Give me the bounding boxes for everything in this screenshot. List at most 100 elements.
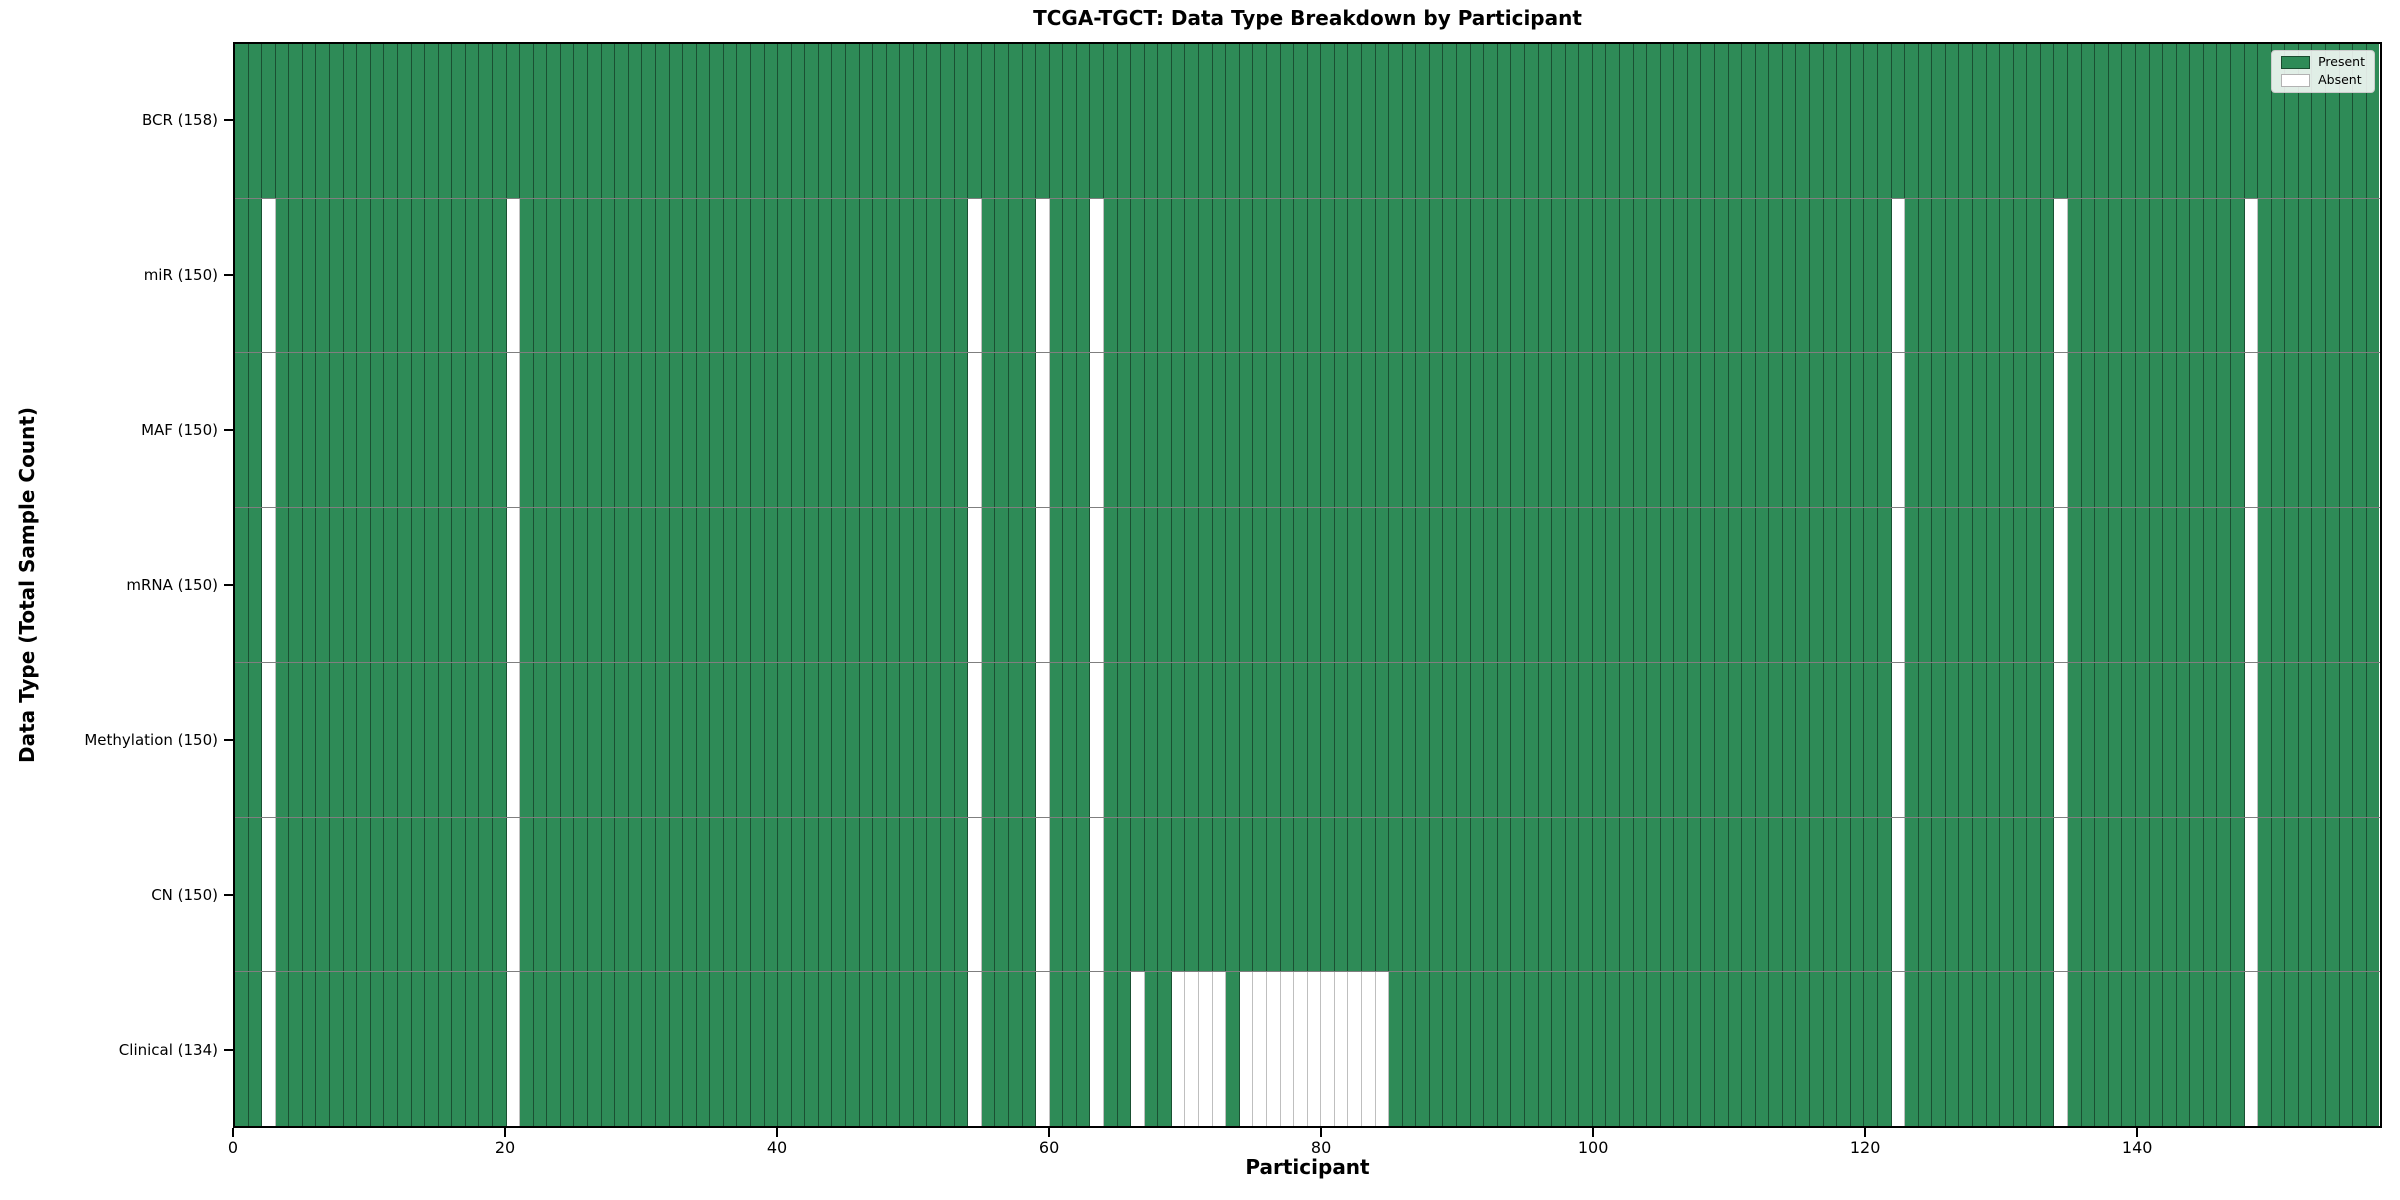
matrix-cell [1674,817,1688,972]
matrix-cell [1185,198,1200,353]
matrix-cell [710,198,724,353]
matrix-cell [1443,353,1458,508]
matrix-cell [1674,662,1688,817]
matrix-cell [805,972,819,1127]
y-tick-mark [224,273,233,276]
matrix-cell [941,817,955,972]
matrix-cell [1511,44,1525,198]
matrix-cell [1524,508,1539,662]
matrix-cell [1416,662,1430,817]
matrix-cell [1891,353,1906,508]
matrix-cell [1239,972,1254,1127]
matrix-cell [330,817,344,972]
matrix-cell [1864,508,1878,662]
matrix-cell [1334,817,1349,972]
matrix-cell [846,817,860,972]
matrix-cell [465,44,480,198]
matrix-cell [2312,198,2327,353]
matrix-cell [2122,662,2136,817]
matrix-cell [2135,662,2150,817]
matrix-cell [1266,353,1281,508]
matrix-cell [1144,817,1159,972]
matrix-cell [1715,353,1729,508]
matrix-cell [1877,972,1892,1127]
matrix-cell [1484,198,1498,353]
matrix-cell [2326,972,2340,1127]
matrix-cell [1266,662,1281,817]
matrix-cell [1810,44,1824,198]
matrix-cell [615,662,629,817]
matrix-cell [1144,972,1159,1127]
matrix-cell [1239,44,1254,198]
matrix-cell [1552,44,1566,198]
matrix-cell [764,972,779,1127]
matrix-cell [1104,972,1118,1127]
matrix-cell [1850,662,1865,817]
matrix-cell [2230,817,2245,972]
x-tick-mark [1592,1128,1595,1137]
matrix-cell [2190,662,2204,817]
matrix-cell [1036,198,1050,353]
matrix-cell [1090,662,1104,817]
matrix-cell [2095,198,2109,353]
matrix-cell [574,972,589,1127]
matrix-cell [2068,972,2082,1127]
matrix-cell [1402,353,1417,508]
matrix-cell [723,353,738,508]
matrix-cell [588,662,602,817]
matrix-cell [1457,198,1471,353]
matrix-cell [1565,353,1580,508]
matrix-cell [832,817,847,972]
matrix-cell [846,44,860,198]
matrix-cell [601,817,616,972]
matrix-cell [2326,353,2340,508]
matrix-cell [886,817,901,972]
matrix-cell [2163,508,2177,662]
matrix-cell [560,44,575,198]
matrix-cell [873,508,887,662]
matrix-cell [2298,662,2313,817]
matrix-cell [1334,353,1349,508]
matrix-cell [1402,44,1417,198]
matrix-cell [289,44,303,198]
matrix-cell [1239,817,1254,972]
matrix-cell [1443,198,1458,353]
x-axis-label: Participant [1245,1155,1370,1179]
matrix-cell [1810,353,1824,508]
matrix-cell [411,353,426,508]
matrix-cell [1755,972,1770,1127]
matrix-cell [1497,817,1512,972]
matrix-cell [1769,198,1783,353]
matrix-cell [2176,817,2191,972]
matrix-cell [886,972,901,1127]
matrix-cell [696,662,711,817]
matrix-cell [262,662,276,817]
matrix-cell [262,44,276,198]
matrix-cell [397,353,412,508]
matrix-cell [1361,198,1376,353]
matrix-cell [2000,972,2014,1127]
matrix-cell [1905,353,1919,508]
matrix-cell [1443,44,1458,198]
matrix-cell [411,198,426,353]
matrix-cell [995,44,1009,198]
matrix-cell [2135,353,2150,508]
matrix-cell [1877,353,1892,508]
matrix-cell [2298,817,2313,972]
matrix-cell [2190,44,2204,198]
matrix-cell [1457,817,1471,972]
matrix-cell [696,508,711,662]
matrix-cell [2217,508,2231,662]
matrix-cell [1728,44,1743,198]
matrix-cell [1294,44,1308,198]
matrix-cell [235,198,249,353]
matrix-cell [2230,662,2245,817]
matrix-cell [1565,44,1580,198]
matrix-cell [995,198,1009,353]
matrix-cell [1375,972,1390,1127]
matrix-cell [1334,662,1349,817]
matrix-cell [1755,817,1770,972]
matrix-cell [2054,508,2069,662]
matrix-cell [1185,44,1200,198]
matrix-cell [1049,44,1064,198]
